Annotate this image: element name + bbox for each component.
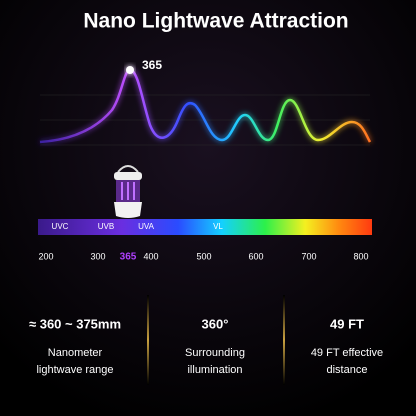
scale-label: 600 [248,251,263,261]
scale-label-highlight: 365 [120,252,137,263]
stat-text: Surrounding [185,347,245,359]
stat-text: distance [327,364,368,376]
stat-value: 49 FT [330,316,364,331]
scale-label: 300 [90,251,105,261]
stat-text: 49 FT effective [311,347,383,359]
scale-label: 500 [196,251,211,261]
band-label: UVC [52,222,69,231]
peak-dot [126,66,134,74]
divider [283,295,285,385]
band-label: UVB [98,222,114,231]
scale-label: 400 [143,251,158,261]
scale-label: 800 [353,251,368,261]
divider [147,295,149,385]
scale-label: 700 [301,251,316,261]
stat-value: 360° [202,316,229,331]
stat-value: ≈ 360 ~ 375mm [29,316,121,331]
stat-text: illumination [187,364,242,376]
band-label: UVA [138,222,155,231]
title: Nano Lightwave Attraction [83,10,348,33]
spectrum-bar [38,219,372,235]
scale-label: 200 [38,251,53,261]
stat-text: Nanometer [48,347,103,359]
stat-text: lightwave range [36,364,113,376]
lamp-icon [114,165,142,218]
band-label: VL [213,222,223,231]
peak-label: 365 [142,58,162,72]
